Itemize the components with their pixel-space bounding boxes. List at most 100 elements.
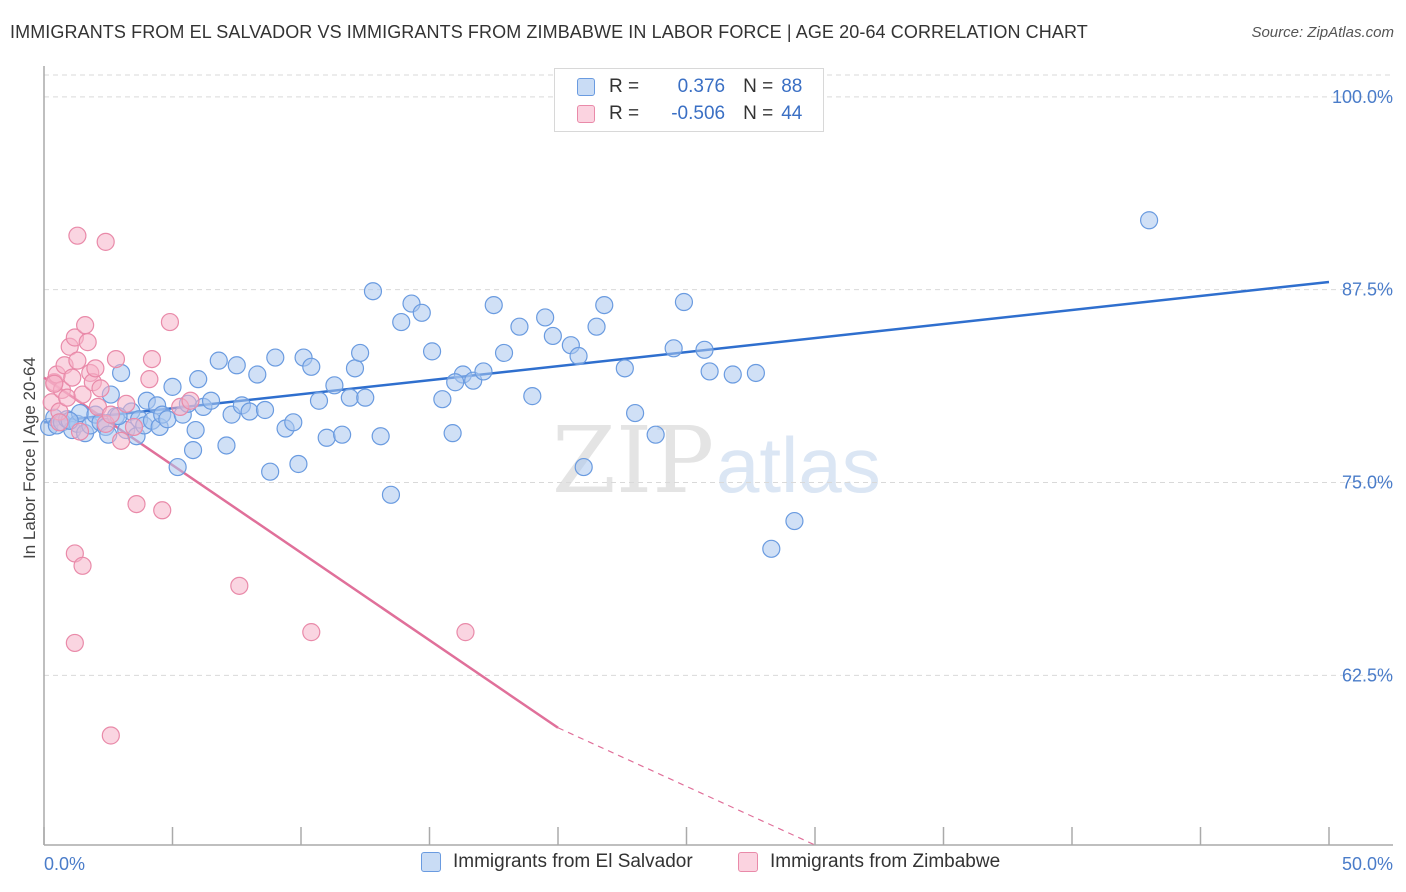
legend-n-label: N = [743,76,774,97]
trend-line-el-salvador [43,280,1330,424]
point-el-salvador [340,388,359,407]
point-zimbabwe [86,359,105,378]
point-el-salvador [302,357,321,376]
legend-swatch-el-salvador [421,852,441,872]
point-el-salvador [422,342,442,361]
point-el-salvador [163,377,182,396]
point-el-salvador [261,462,280,481]
point-el-salvador [255,400,275,420]
point-zimbabwe [78,333,97,352]
point-el-salvador [510,317,529,336]
series-legend: Immigrants from El Salvador Immigrants f… [0,851,1406,877]
point-el-salvador [284,413,303,432]
legend-swatch-zimbabwe [738,852,758,872]
watermark-atlas: atlas [716,421,881,509]
y-tick-label: 75.0% [1342,472,1393,492]
point-zimbabwe [142,349,162,369]
point-el-salvador [201,391,221,410]
point-el-salvador [494,343,514,363]
point-el-salvador [615,359,634,378]
point-el-salvador [443,424,462,443]
point-zimbabwe [76,316,95,335]
point-el-salvador [536,308,555,327]
legend-swatch-el-salvador [577,78,595,96]
point-zimbabwe [70,422,90,441]
legend-n-value: 88 [781,76,803,97]
point-el-salvador [574,457,593,477]
point-el-salvador [183,441,203,460]
point-el-salvador [217,436,236,455]
legend-label-el-salvador: Immigrants from El Salvador [453,851,693,872]
point-el-salvador [345,359,365,378]
point-zimbabwe [73,556,92,575]
y-axis-label: In Labor Force | Age 20-64 [20,357,39,559]
x-tick-label: 0.0% [44,854,85,874]
point-el-salvador [168,457,187,477]
point-el-salvador [723,365,742,384]
point-el-salvador [363,282,383,301]
point-el-salvador [746,363,765,383]
point-zimbabwe [50,413,69,432]
x-tick-label: 50.0% [1342,854,1393,874]
point-zimbabwe [127,494,146,514]
axes [43,66,1393,846]
point-el-salvador [700,362,719,381]
point-el-salvador [625,403,645,423]
point-el-salvador [412,303,431,322]
point-el-salvador [587,317,606,336]
point-el-salvador [762,539,781,558]
point-zimbabwe [91,379,110,398]
point-zimbabwe [101,726,120,745]
point-el-salvador [664,339,683,358]
point-zimbabwe [302,623,321,642]
point-zimbabwe [96,232,115,251]
point-el-salvador [317,428,336,447]
point-el-salvador [325,376,344,395]
point-zimbabwe [45,374,64,393]
point-el-salvador [158,410,177,429]
point-el-salvador [333,425,352,444]
point-el-salvador [240,402,259,421]
point-zimbabwe [456,623,475,642]
tick-labels: 100.0% 87.5% 75.0% 62.5% 0.0% 50.0% [44,87,1393,874]
point-el-salvador [356,388,375,407]
point-zimbabwe [68,351,87,370]
legend-item-el-salvador: Immigrants from El Salvador [421,851,693,873]
point-el-salvador [189,370,208,389]
point-el-salvador [595,295,614,315]
point-el-salvador [371,427,390,446]
point-el-salvador [785,511,804,531]
point-el-salvador [351,343,370,363]
point-zimbabwe [111,431,131,450]
correlation-legend: R = 0.376 N = 88 R = -0.506 N = 44 [554,68,824,132]
point-zimbabwe [101,405,120,424]
point-zimbabwe [73,385,92,404]
watermark: ZIP atlas [552,407,881,514]
point-zimbabwe [63,368,82,387]
point-zimbabwe [68,226,87,245]
legend-n-value: 44 [781,103,803,124]
point-zimbabwe [117,394,136,413]
point-el-salvador [289,454,308,474]
point-zimbabwe [65,633,84,653]
legend-n-label: N = [743,103,774,124]
y-tick-label: 87.5% [1342,280,1393,300]
legend-swatch-zimbabwe [577,105,595,123]
point-el-salvador [569,346,588,366]
point-el-salvador [1139,211,1159,230]
point-zimbabwe [140,370,159,389]
point-el-salvador [381,485,401,504]
legend-r-value: -0.506 [671,103,726,124]
point-el-salvador [695,340,714,359]
point-zimbabwe [124,417,144,437]
point-el-salvador [186,420,205,440]
point-el-salvador [474,362,493,381]
point-zimbabwe [160,312,180,332]
chart-title: IMMIGRANTS FROM EL SALVADOR VS IMMIGRANT… [10,22,1088,42]
point-el-salvador [392,312,411,332]
data-points [40,211,1159,745]
point-zimbabwe [230,576,249,595]
point-el-salvador [446,373,465,392]
legend-label-zimbabwe: Immigrants from Zimbabwe [770,851,1001,872]
